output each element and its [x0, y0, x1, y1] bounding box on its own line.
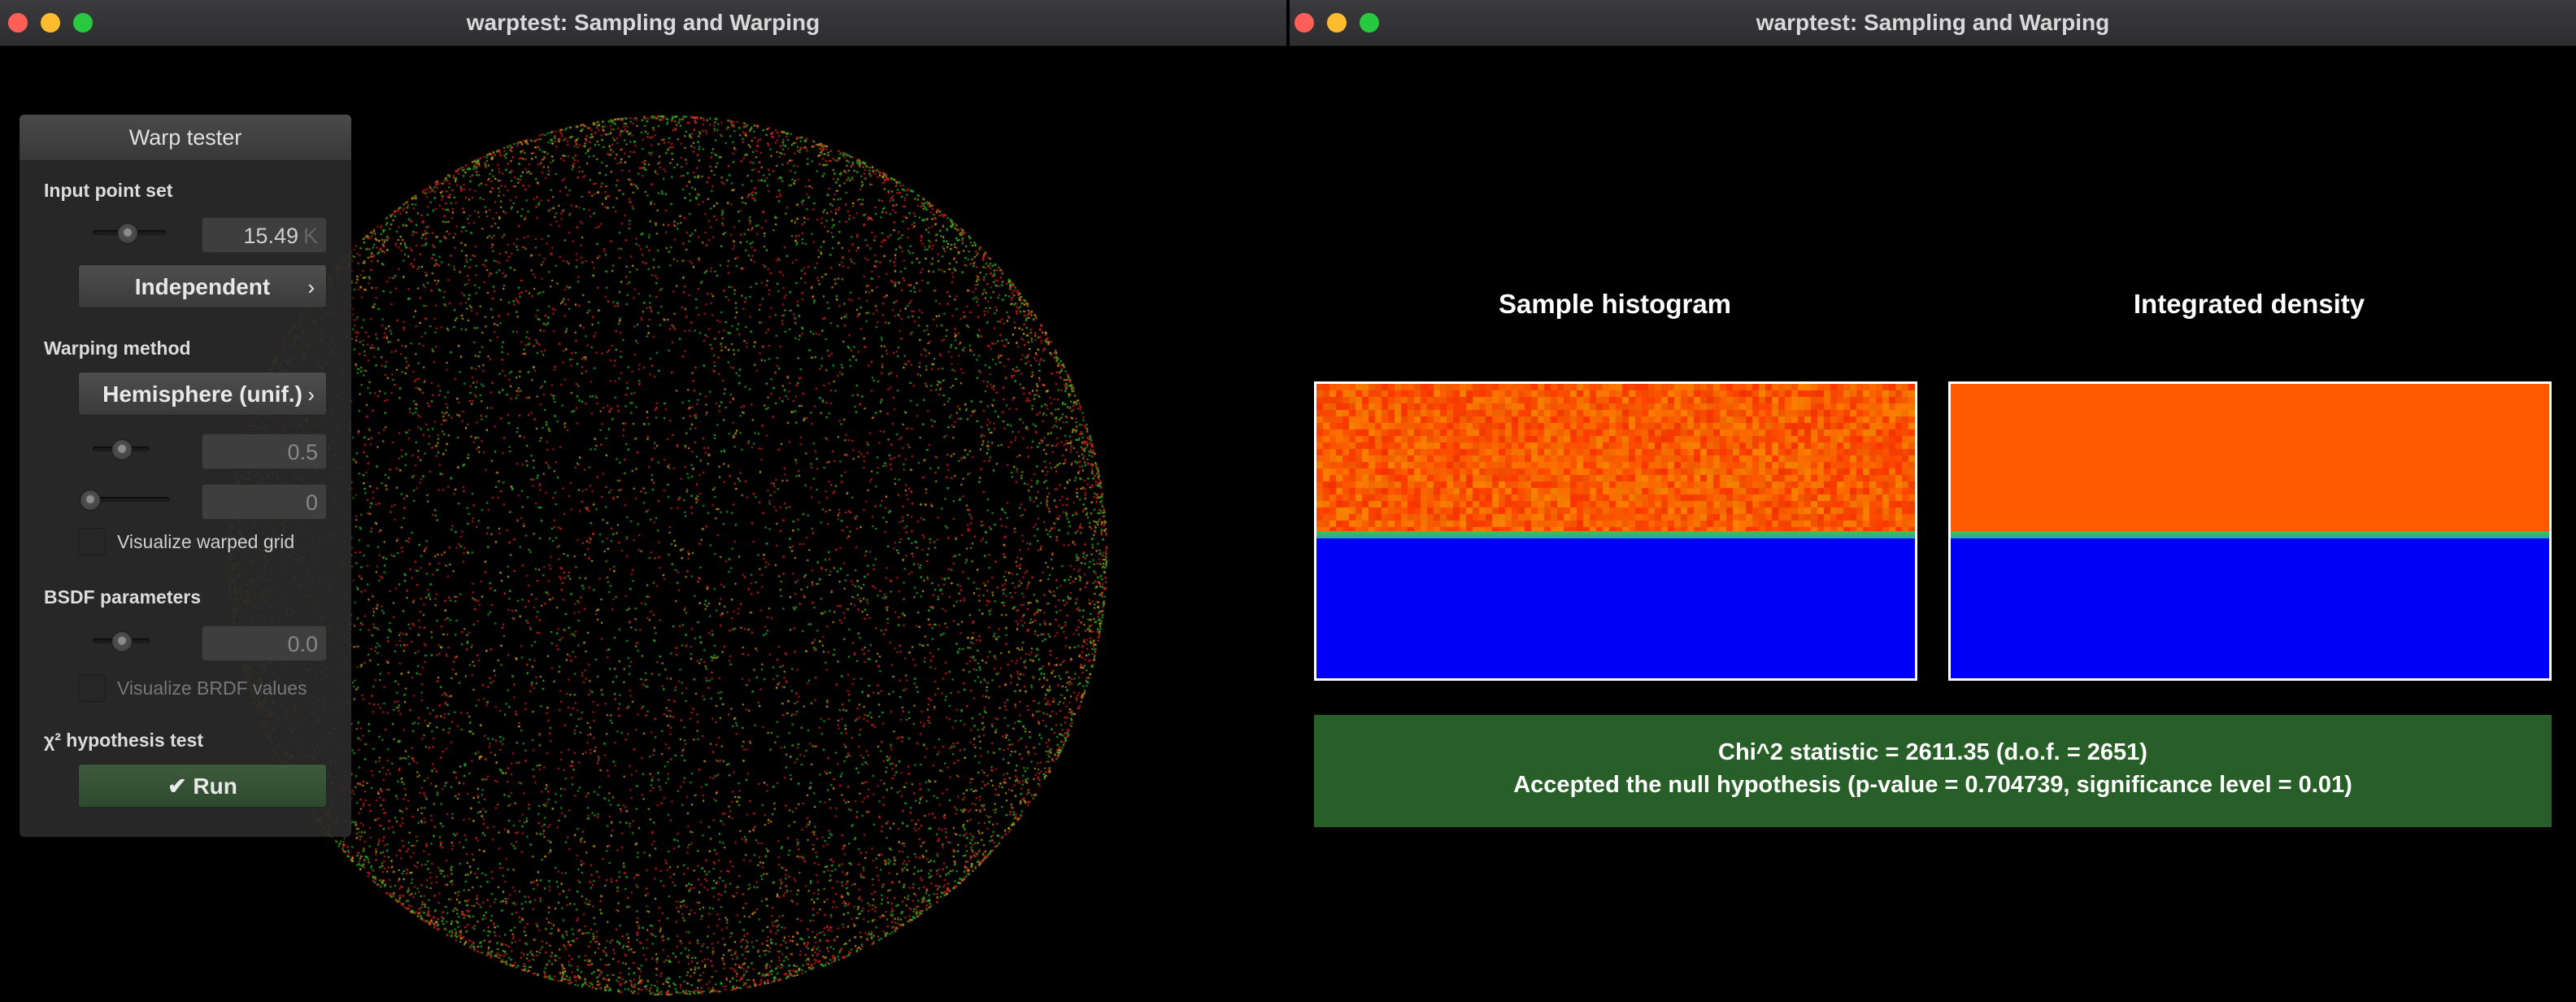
point-generator-label: Independent	[134, 274, 271, 299]
point-count-field[interactable]: 15.49 K	[202, 217, 327, 253]
checkmark-icon: ✔	[168, 773, 187, 799]
integrated-density-plot	[1948, 381, 2552, 681]
warp-param2-slider-knob[interactable]	[80, 490, 101, 511]
warp-param1-value: 0.5	[287, 440, 318, 464]
sample-histogram-title: Sample histogram	[1498, 289, 1732, 319]
visualize-grid-checkbox[interactable]	[78, 528, 106, 555]
input-point-set-label: Input point set	[44, 180, 173, 201]
warp-tester-panel: Warp tester Input point set 15.49 K Indep…	[20, 115, 351, 837]
density-lower-region	[1951, 538, 2549, 678]
warp-param2-field[interactable]: 0	[202, 484, 327, 520]
warp-param1-slider-knob[interactable]	[111, 439, 133, 460]
chevron-right-icon: ›	[307, 382, 315, 407]
minimize-window-icon[interactable]	[41, 13, 60, 33]
minimize-window-icon[interactable]	[1327, 13, 1347, 33]
bsdf-value: 0.0	[287, 632, 318, 656]
run-test-button[interactable]: ✔ Run	[78, 764, 327, 808]
right-window: warptest: Sampling and Warping Sample hi…	[1290, 0, 2576, 1002]
warp-param1-slider[interactable]	[93, 439, 150, 460]
warp-param2-value: 0	[305, 490, 318, 515]
chi2-statistic-text: Chi^2 statistic = 2611.35 (d.o.f. = 2651…	[1718, 739, 2147, 765]
density-upper-region	[1951, 384, 2549, 531]
bsdf-field[interactable]: 0.0	[202, 625, 327, 661]
sample-histogram-plot	[1314, 381, 1917, 681]
histogram-noise-canvas	[1316, 384, 1915, 531]
warp-param1-field[interactable]: 0.5	[202, 433, 327, 469]
warping-method-value: Hemisphere (unif.)	[102, 381, 302, 407]
bsdf-slider-knob[interactable]	[111, 631, 133, 652]
bsdf-parameters-label: BSDF parameters	[44, 586, 202, 608]
warping-method-label: Warping method	[44, 338, 191, 359]
hypothesis-test-label: χ² hypothesis test	[44, 730, 203, 751]
maximize-window-icon[interactable]	[73, 13, 93, 33]
histogram-view: Sample histogram Integrated density Chi^…	[1290, 46, 2576, 1002]
point-generator-button[interactable]: Independent ›	[78, 264, 327, 308]
left-window: warptest: Sampling and Warping Warp test…	[0, 0, 1286, 1002]
histogram-upper-region	[1316, 384, 1915, 531]
close-window-icon[interactable]	[8, 13, 28, 33]
window-title: warptest: Sampling and Warping	[1756, 10, 2110, 35]
point-count-unit: K	[302, 224, 318, 248]
visualize-brdf-label: Visualize BRDF values	[117, 677, 307, 699]
visualize-brdf-checkbox[interactable]	[78, 674, 106, 702]
warping-method-button[interactable]: Hemisphere (unif.) ›	[78, 372, 327, 416]
panel-header[interactable]: Warp tester	[20, 115, 351, 161]
point-view[interactable]: Warp tester Input point set 15.49 K Indep…	[0, 46, 1286, 1002]
histogram-band	[1316, 531, 1915, 538]
point-count-value: 15.49	[243, 224, 298, 248]
null-hypothesis-text: Accepted the null hypothesis (p-value = …	[1513, 772, 2352, 798]
integrated-density-title: Integrated density	[2133, 289, 2365, 319]
right-titlebar: warptest: Sampling and Warping	[1290, 0, 2576, 46]
point-count-slider[interactable]	[93, 223, 166, 244]
close-window-icon[interactable]	[1295, 13, 1314, 33]
run-button-label: Run	[193, 773, 237, 799]
left-titlebar: warptest: Sampling and Warping	[0, 0, 1286, 46]
warp-param2-slider[interactable]	[80, 490, 169, 511]
maximize-window-icon[interactable]	[1360, 13, 1379, 33]
density-band	[1951, 531, 2549, 538]
window-title: warptest: Sampling and Warping	[466, 10, 820, 35]
point-count-slider-knob[interactable]	[117, 223, 138, 244]
bsdf-slider[interactable]	[93, 631, 150, 652]
test-result-banner: Chi^2 statistic = 2611.35 (d.o.f. = 2651…	[1314, 715, 2552, 827]
histogram-lower-region	[1316, 538, 1915, 678]
chevron-right-icon: ›	[307, 275, 315, 299]
visualize-grid-label: Visualize warped grid	[117, 531, 295, 552]
